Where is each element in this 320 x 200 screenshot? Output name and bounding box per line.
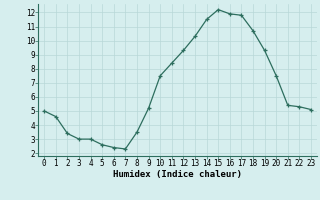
X-axis label: Humidex (Indice chaleur): Humidex (Indice chaleur) — [113, 170, 242, 179]
